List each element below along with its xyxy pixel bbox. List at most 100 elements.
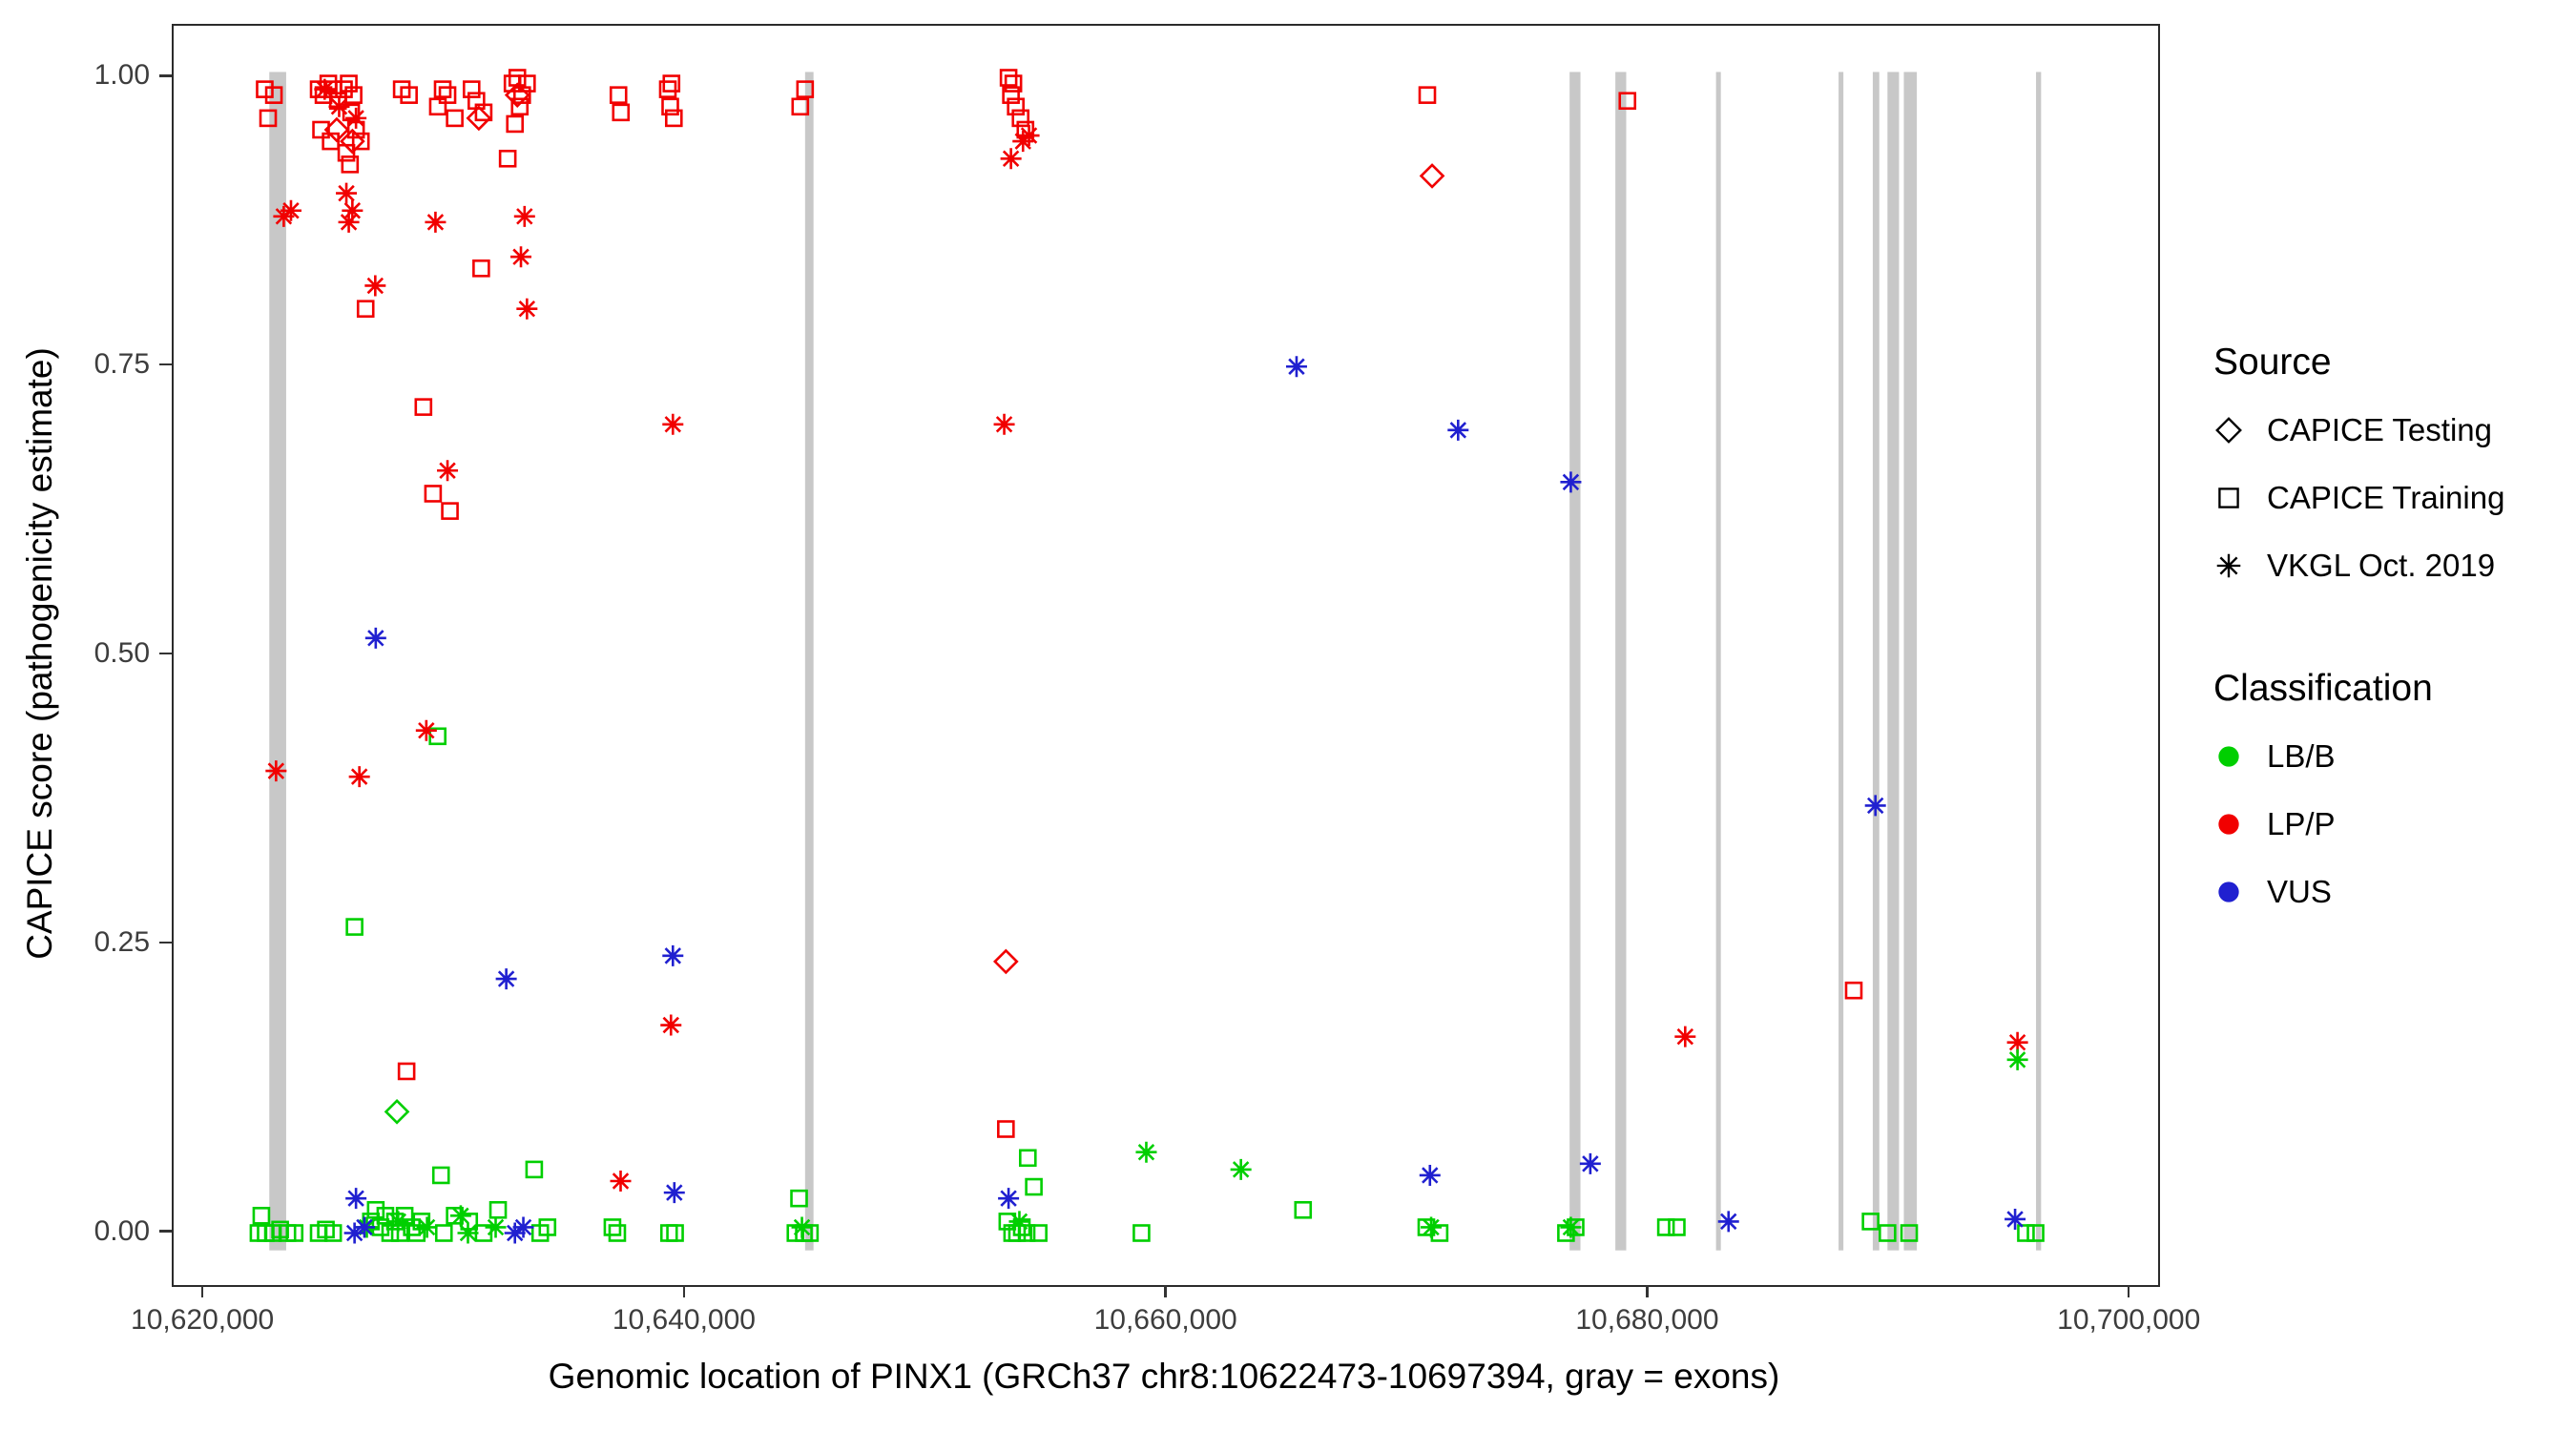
data-point [407, 1224, 426, 1242]
legend-title-classification: Classification [2213, 668, 2433, 709]
data-point [416, 1216, 438, 1238]
x-tick-label: 10,640,000 [612, 1304, 756, 1336]
data-point [364, 627, 386, 649]
data-point [1879, 1224, 1897, 1242]
data-point [659, 1224, 678, 1242]
data-point [662, 944, 684, 966]
data-point [525, 1160, 544, 1179]
lpp-dot-icon [2218, 814, 2239, 835]
data-point [280, 199, 301, 221]
x-tick-mark [200, 1285, 204, 1297]
data-point [2017, 1224, 2035, 1242]
data-point [356, 300, 375, 318]
data-point [510, 97, 530, 116]
data-point [264, 86, 283, 104]
data-point [390, 1224, 409, 1242]
data-point [345, 918, 364, 936]
data-point [438, 86, 457, 104]
data-point [1007, 97, 1025, 116]
data-point [608, 1224, 627, 1242]
data-point [466, 105, 492, 132]
y-tick-mark [159, 1230, 172, 1233]
data-point [1560, 1216, 1582, 1238]
data-point [340, 74, 358, 93]
data-point [335, 80, 353, 98]
data-point [1618, 92, 1637, 111]
data-point [381, 1224, 400, 1242]
data-point [353, 1216, 375, 1238]
exon-bar [1887, 72, 1900, 1251]
x-tick-mark [1646, 1285, 1649, 1297]
data-point [660, 1014, 682, 1036]
data-point [265, 760, 287, 782]
data-point [603, 1218, 622, 1236]
x-tick-mark [1164, 1285, 1167, 1297]
data-point [512, 86, 531, 104]
data-point [337, 143, 356, 162]
exon-bar [1715, 72, 1721, 1251]
exon-bar [1839, 72, 1844, 1251]
data-point [796, 80, 815, 98]
data-point [412, 1213, 431, 1231]
data-point [612, 103, 631, 122]
data-point [506, 114, 525, 134]
data-point [998, 1188, 1020, 1210]
legend-item-lpp: LP/P [2213, 806, 2504, 842]
data-point [508, 69, 527, 87]
data-point [428, 97, 447, 116]
data-point [345, 1188, 367, 1210]
data-point [397, 1062, 416, 1081]
legend-group-classification: Classification LB/B LP/P VUS [2213, 668, 2504, 910]
data-point [323, 1224, 343, 1242]
data-point [343, 1222, 365, 1244]
data-point [661, 97, 679, 116]
legend-item-capice-testing: CAPICE Testing [2213, 412, 2504, 448]
data-point [516, 298, 538, 320]
data-point [387, 1211, 409, 1233]
lbb-dot-icon [2218, 746, 2239, 767]
legend-item-vkgl: VKGL Oct. 2019 [2213, 548, 2504, 584]
data-point [1017, 1224, 1036, 1242]
legend-label: LP/P [2267, 806, 2336, 841]
data-point [1674, 1026, 1696, 1047]
data-point [342, 199, 364, 221]
data-point [425, 211, 447, 233]
y-tick-label: 0.75 [93, 348, 150, 381]
data-point [433, 80, 452, 98]
data-point [441, 502, 459, 520]
data-point [1864, 795, 1886, 817]
exon-bar [804, 72, 814, 1251]
data-point [658, 80, 677, 98]
data-point [1294, 1200, 1313, 1219]
data-point [437, 460, 459, 482]
square-icon [2218, 487, 2239, 508]
y-tick-label: 1.00 [93, 59, 150, 92]
data-point [344, 86, 363, 104]
y-tick-label: 0.50 [93, 637, 150, 669]
legend-item-capice-training: CAPICE Training [2213, 480, 2504, 516]
data-point [2005, 1208, 2026, 1230]
data-point [252, 1207, 271, 1225]
data-point [1560, 471, 1582, 493]
data-point [791, 1216, 813, 1238]
data-point [510, 246, 532, 268]
data-point [1285, 356, 1307, 378]
data-point [328, 95, 350, 117]
data-point [664, 109, 683, 128]
data-point [993, 413, 1015, 435]
data-point [474, 103, 493, 122]
data-point [488, 1200, 508, 1219]
data-point [384, 1099, 410, 1125]
data-point [400, 86, 418, 104]
data-point [322, 132, 340, 151]
data-point [1029, 1224, 1048, 1242]
data-point [1419, 163, 1445, 189]
data-point [431, 1166, 450, 1185]
data-point [1135, 1141, 1157, 1163]
x-tick-mark [2128, 1285, 2130, 1297]
data-point [1418, 86, 1437, 104]
y-tick-mark [159, 74, 172, 77]
legend-item-vus: VUS [2213, 874, 2504, 910]
vus-dot-icon [2218, 881, 2239, 902]
